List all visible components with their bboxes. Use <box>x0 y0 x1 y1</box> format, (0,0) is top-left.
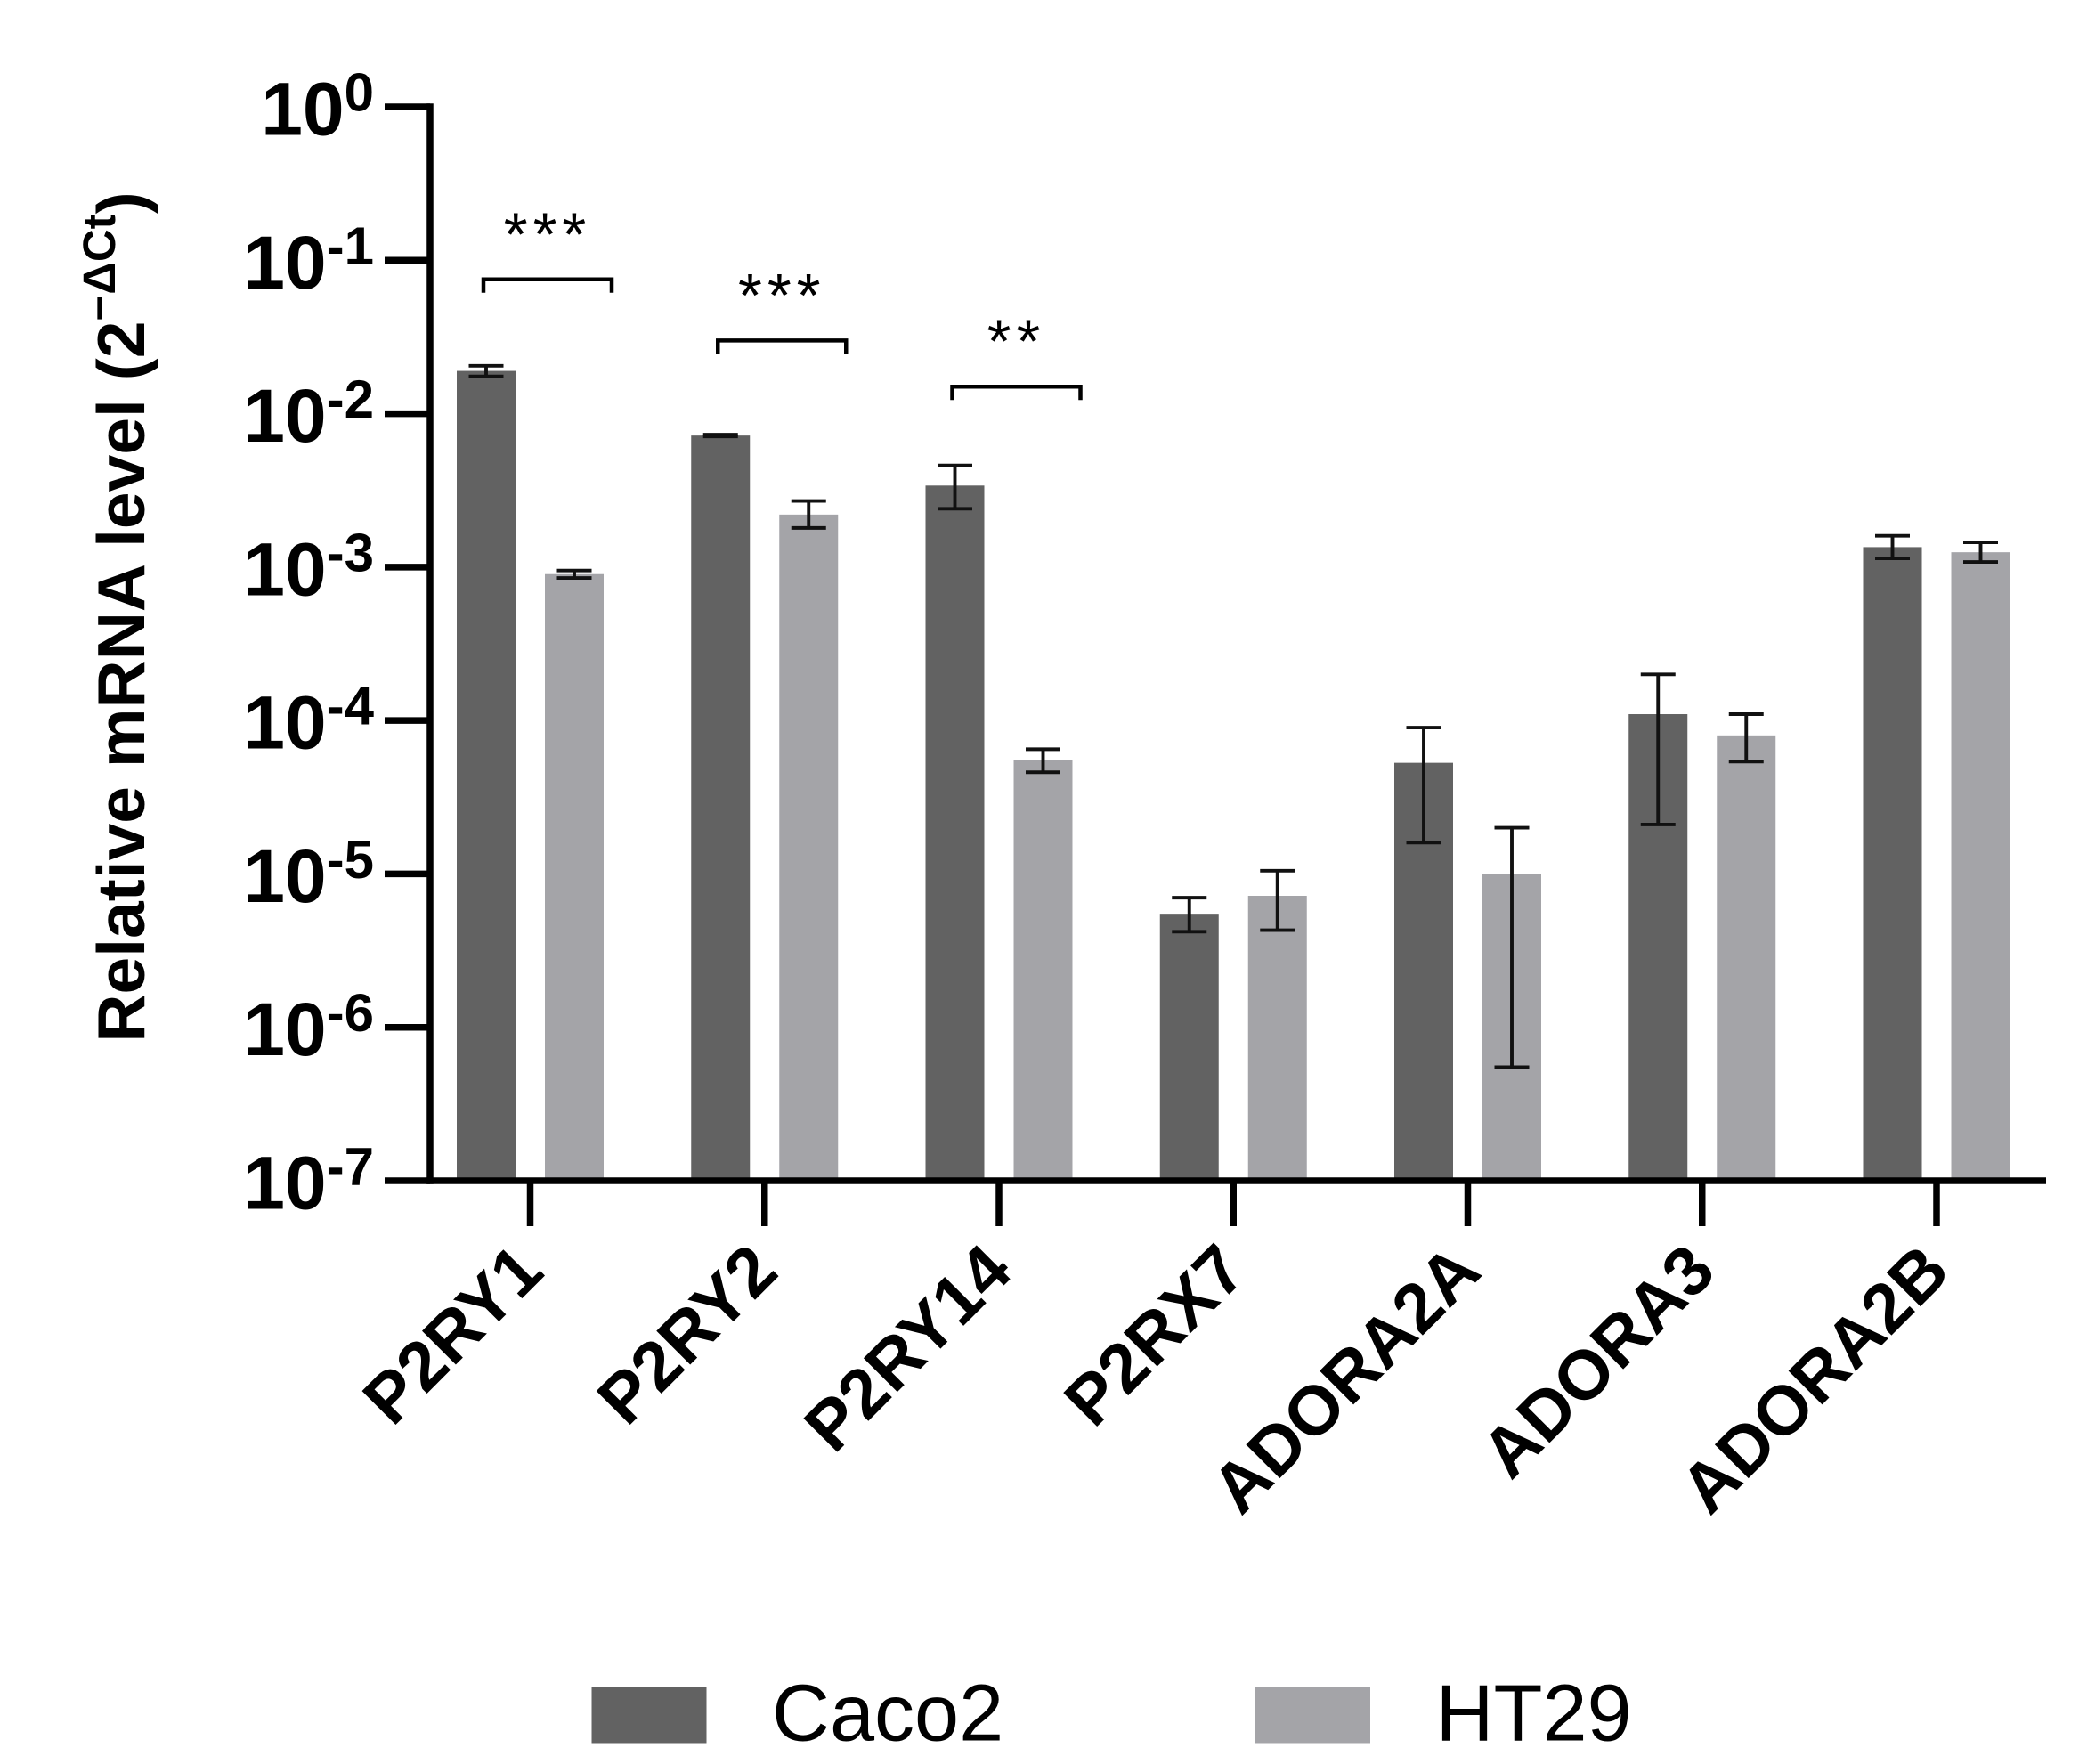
y-axis-title: Relative mRNA level (2−ΔCt) <box>74 191 158 1042</box>
bar-HT29-P2RY1 <box>545 573 604 1181</box>
legend-label-Caco2: Caco2 <box>772 1670 1003 1759</box>
y-tick-label-base: 10 <box>243 681 326 765</box>
error-bar-Caco2-P2RX7 <box>1172 896 1207 934</box>
x-category-label-P2RY1: P2RY1 <box>348 1230 557 1439</box>
y-tick-label-exponent: 0 <box>345 63 374 123</box>
y-axis-title-superscript: −ΔCt <box>74 214 125 321</box>
legend-swatch-Caco2 <box>591 1687 707 1744</box>
significance-bracket-0: *** <box>481 200 614 293</box>
bar-HT29-P2RY2 <box>779 514 839 1181</box>
significance-bracket-2: ** <box>950 307 1083 401</box>
error-bar-HT29-P2RY1 <box>556 568 592 580</box>
error-bar-HT29-P2RY14 <box>1026 747 1060 775</box>
error-bar-HT29-ADORA2B <box>1963 541 1998 565</box>
y-tick-label-base: 10 <box>243 527 326 611</box>
significance-label: *** <box>504 200 592 269</box>
y-tick-label-base: 10 <box>243 988 326 1071</box>
y-tick-label-base: 10 <box>243 834 326 918</box>
axes <box>426 103 2046 1226</box>
error-bar-Caco2-ADORA2A <box>1406 726 1441 845</box>
legend-label-HT29: HT29 <box>1436 1670 1632 1759</box>
error-bar-Caco2-P2RY1 <box>468 363 504 378</box>
bar-Caco2-P2RY14 <box>925 485 985 1181</box>
error-bars <box>468 363 1998 1069</box>
y-axis-title-text: Relative mRNA level (2−ΔCt) <box>74 191 158 1042</box>
significance-label: ** <box>987 307 1046 376</box>
bar-Caco2-P2RX7 <box>1159 914 1219 1181</box>
y-tick-label-exponent: -2 <box>327 370 374 429</box>
bar-HT29-ADORA2B <box>1951 552 2010 1181</box>
y-tick-label-exponent: -3 <box>327 523 374 582</box>
y-tick-label-exponent: -4 <box>327 677 375 736</box>
bar-HT29-P2RX7 <box>1247 896 1307 1181</box>
y-axis-title-close: ) <box>84 191 158 214</box>
bars <box>457 370 2010 1182</box>
y-tick-label-base: 10 <box>261 68 344 151</box>
error-bar-HT29-P2RX7 <box>1260 868 1295 932</box>
y-tick-label-exponent: -6 <box>327 983 374 1043</box>
y-axis-title-main: Relative mRNA level (2 <box>84 321 158 1043</box>
legend-entry-Caco2: Caco2 <box>591 1670 1003 1759</box>
bar-HT29-P2RY14 <box>1013 760 1073 1181</box>
error-bar-Caco2-P2RY14 <box>938 463 972 511</box>
y-tick-label-exponent: -1 <box>327 216 374 276</box>
error-bar-Caco2-ADORA3 <box>1640 672 1676 826</box>
bracket-line <box>716 338 849 354</box>
y-tick-label-7: 10-7 <box>243 1137 374 1225</box>
legend-swatch-HT29 <box>1255 1687 1370 1744</box>
x-category-label-P2RX7: P2RX7 <box>1049 1230 1260 1441</box>
x-category-label-P2RY14: P2RY14 <box>789 1230 1026 1467</box>
legend: Caco2 HT29 <box>591 1670 1632 1759</box>
y-tick-label-3: 10-3 <box>243 523 374 611</box>
bracket-line <box>481 277 614 293</box>
significance-bracket-1: *** <box>716 261 849 354</box>
error-bar-HT29-ADORA2A <box>1494 825 1530 1069</box>
significance-markers: ******** <box>481 200 1083 401</box>
bar-Caco2-P2RY2 <box>691 435 751 1181</box>
bar-Caco2-P2RY1 <box>457 370 516 1182</box>
bracket-line <box>950 384 1083 401</box>
y-tick-label-6: 10-6 <box>243 983 374 1071</box>
y-tick-label-4: 10-4 <box>243 677 374 765</box>
x-category-label-P2RY2: P2RY2 <box>582 1230 792 1439</box>
bar-HT29-ADORA3 <box>1717 735 1776 1181</box>
y-tick-label-exponent: -5 <box>327 830 374 890</box>
error-bar-HT29-P2RY2 <box>791 499 826 530</box>
y-tick-label-exponent: -7 <box>327 1137 374 1197</box>
y-tick-label-5: 10-5 <box>243 830 374 918</box>
error-bar-Caco2-ADORA2B <box>1875 533 1910 561</box>
y-tick-label-0: 100 <box>261 63 374 151</box>
y-tick-label-base: 10 <box>243 374 326 458</box>
significance-label: *** <box>738 261 826 329</box>
bar-Caco2-ADORA2B <box>1863 547 1922 1181</box>
y-tick-label-base: 10 <box>243 221 326 305</box>
y-tick-label-1: 10-1 <box>243 216 374 305</box>
legend-entry-HT29: HT29 <box>1255 1670 1632 1759</box>
y-tick-label-2: 10-2 <box>243 370 374 458</box>
error-bar-HT29-ADORA3 <box>1728 712 1764 764</box>
y-tick-label-base: 10 <box>243 1142 326 1225</box>
error-bar-Caco2-P2RY2 <box>702 433 738 439</box>
